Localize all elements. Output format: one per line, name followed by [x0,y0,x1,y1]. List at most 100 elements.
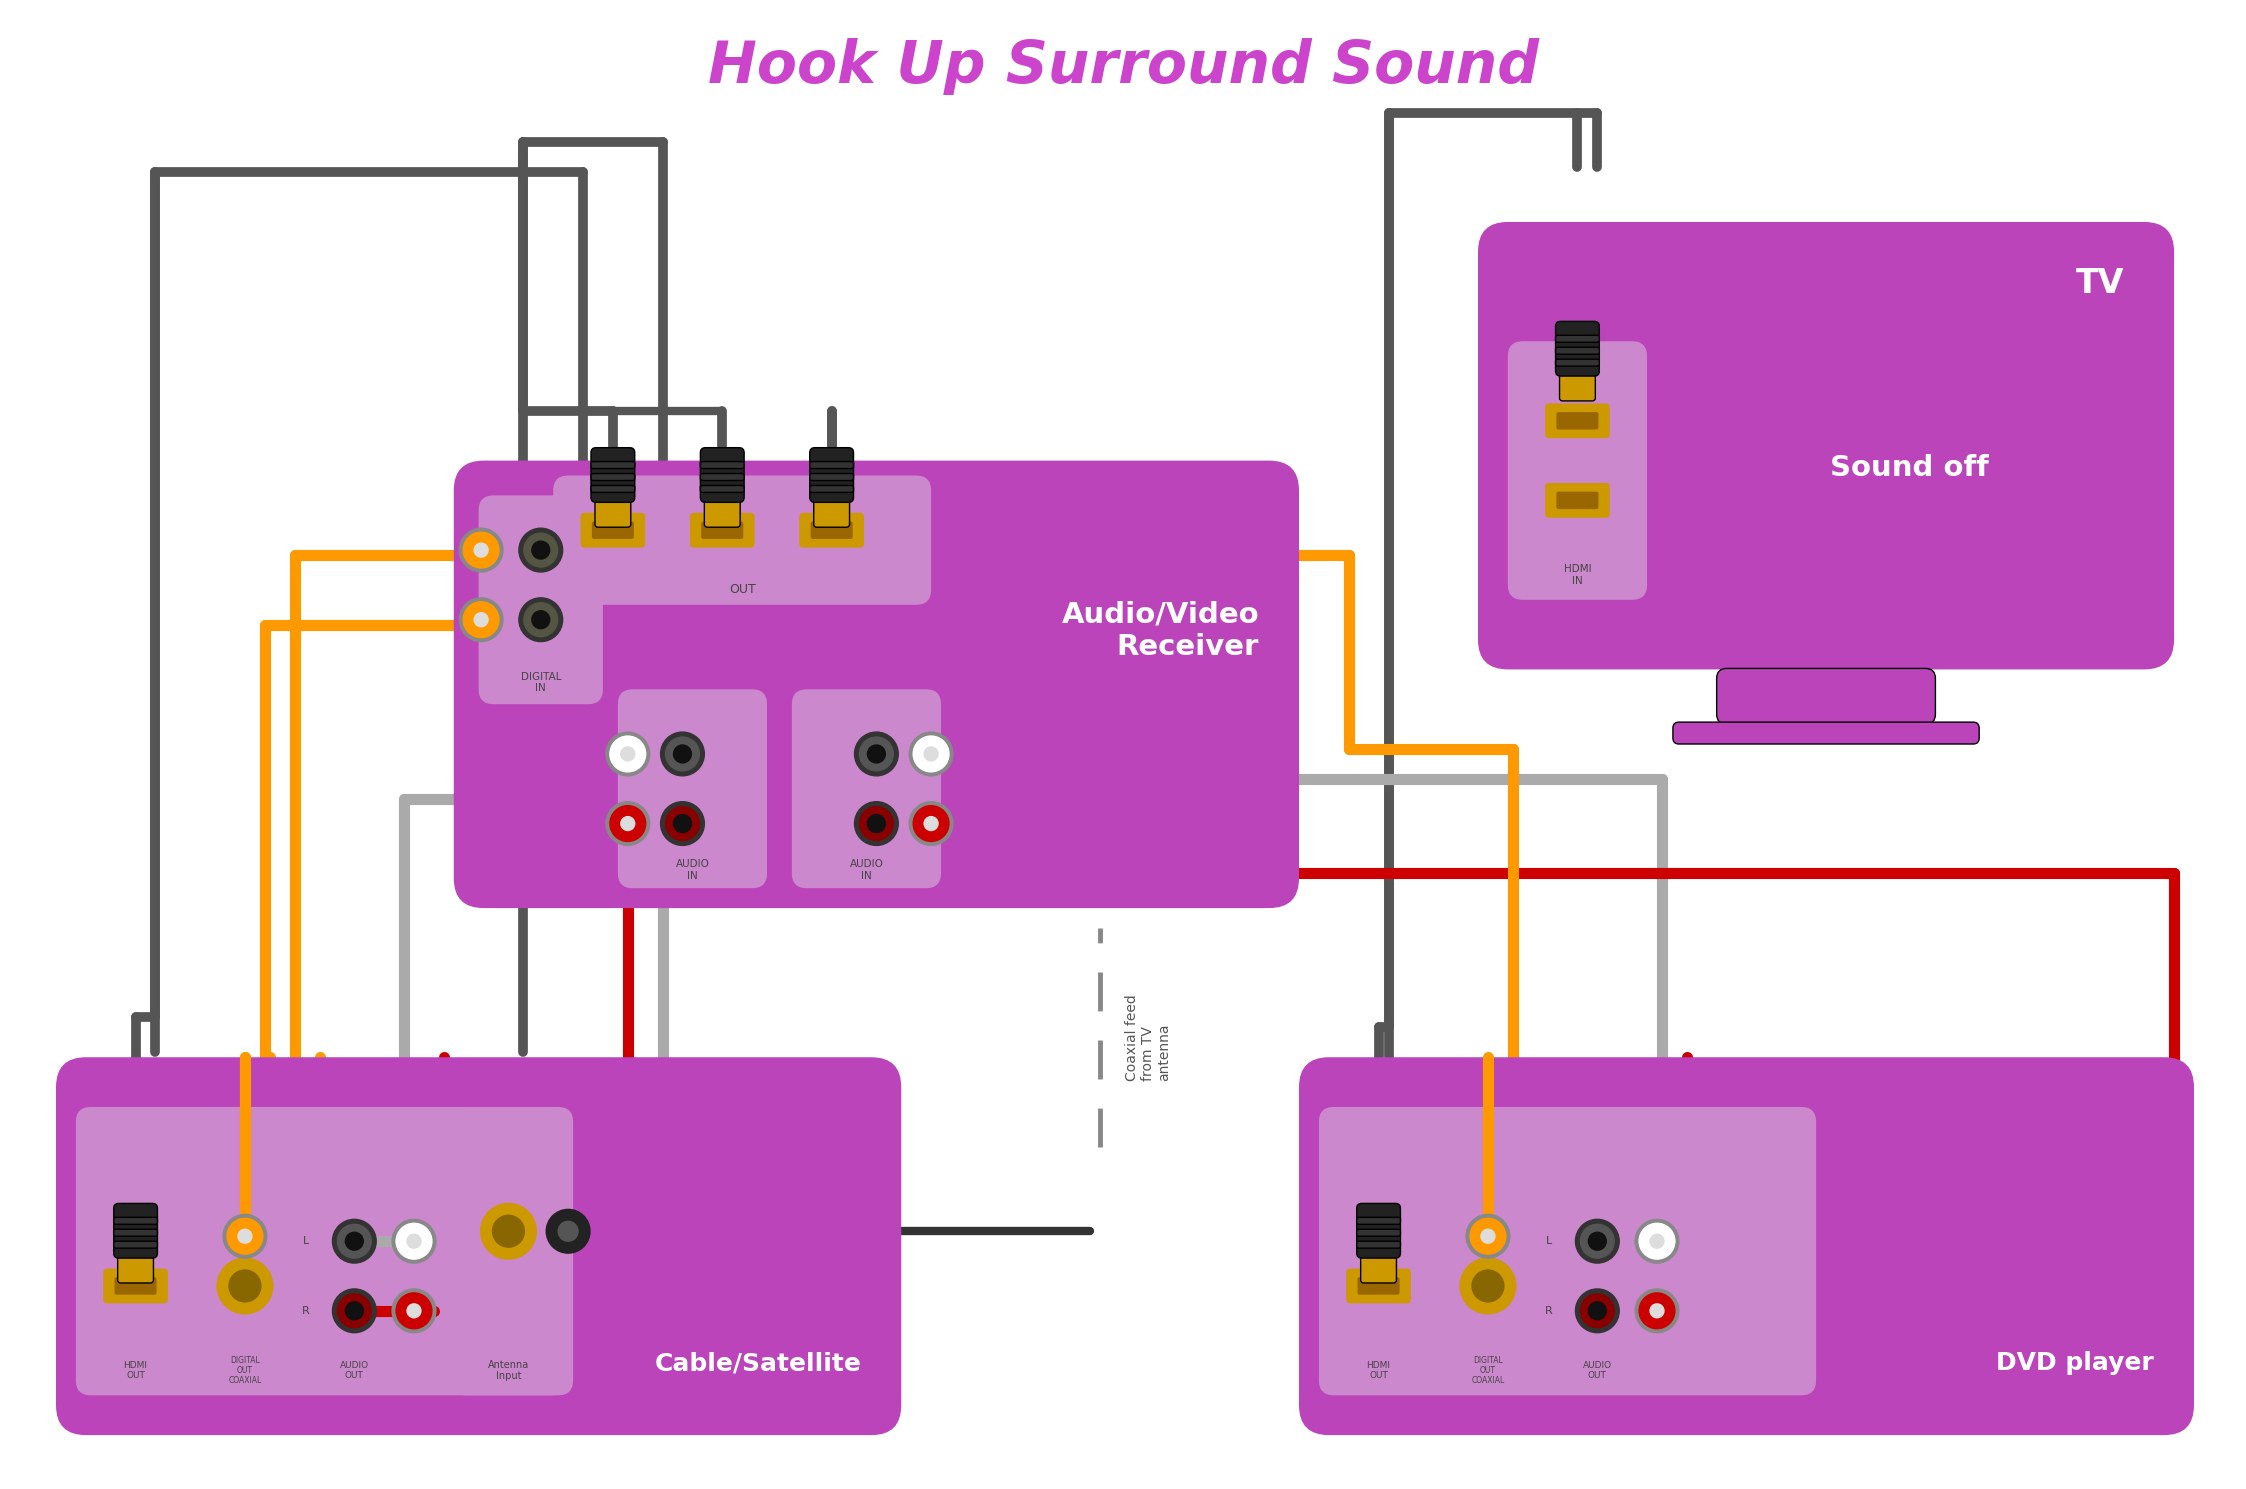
Circle shape [1574,1219,1619,1263]
Circle shape [395,1224,431,1260]
Text: TV: TV [2075,267,2125,299]
FancyBboxPatch shape [591,485,636,493]
Circle shape [611,806,645,841]
FancyBboxPatch shape [454,460,1298,908]
FancyBboxPatch shape [1357,1218,1402,1224]
FancyBboxPatch shape [705,497,741,527]
Circle shape [458,529,503,572]
Circle shape [481,1203,537,1260]
Circle shape [674,814,692,832]
FancyBboxPatch shape [1556,359,1599,366]
Circle shape [606,801,649,846]
Circle shape [867,814,885,832]
Text: DIGITAL
OUT
COAXIAL: DIGITAL OUT COAXIAL [229,1355,261,1385]
Circle shape [910,801,952,846]
Circle shape [474,543,487,557]
FancyBboxPatch shape [690,512,755,548]
Circle shape [860,807,894,840]
Circle shape [407,1304,420,1318]
FancyBboxPatch shape [701,485,743,493]
Text: DIGITAL
IN: DIGITAL IN [521,672,562,694]
Circle shape [1635,1289,1678,1333]
Circle shape [229,1270,261,1301]
Circle shape [660,801,705,846]
FancyBboxPatch shape [1298,1057,2194,1435]
Circle shape [393,1219,436,1263]
FancyBboxPatch shape [811,462,853,469]
Circle shape [346,1301,364,1319]
Circle shape [337,1224,371,1258]
Circle shape [474,613,487,627]
FancyBboxPatch shape [1556,347,1599,354]
Circle shape [1574,1289,1619,1333]
FancyBboxPatch shape [618,689,766,889]
FancyBboxPatch shape [115,1242,157,1248]
FancyBboxPatch shape [1361,1254,1397,1284]
Text: Hook Up Surround Sound: Hook Up Surround Sound [707,39,1539,95]
Text: DIGITAL
OUT
COAXIAL: DIGITAL OUT COAXIAL [1471,1355,1505,1385]
Circle shape [238,1230,252,1243]
FancyBboxPatch shape [478,496,602,704]
FancyBboxPatch shape [811,474,853,481]
Circle shape [218,1258,272,1313]
Circle shape [853,801,898,846]
Circle shape [1581,1294,1615,1328]
FancyBboxPatch shape [811,521,853,539]
FancyBboxPatch shape [811,448,853,502]
Circle shape [1588,1301,1606,1319]
FancyBboxPatch shape [1545,404,1610,438]
Circle shape [222,1215,267,1258]
FancyBboxPatch shape [115,1203,157,1258]
Circle shape [332,1289,375,1333]
FancyBboxPatch shape [1318,1106,1817,1395]
Circle shape [393,1289,436,1333]
FancyBboxPatch shape [1357,1242,1402,1248]
Text: Audio/Video
Receiver: Audio/Video Receiver [1062,600,1260,661]
FancyBboxPatch shape [1357,1203,1402,1258]
Text: Antenna
Input: Antenna Input [487,1359,530,1382]
FancyBboxPatch shape [591,474,636,481]
Circle shape [853,733,898,776]
FancyBboxPatch shape [1559,371,1595,401]
FancyBboxPatch shape [1478,222,2174,670]
FancyBboxPatch shape [1556,322,1599,377]
Circle shape [860,737,894,771]
Circle shape [1588,1233,1606,1251]
Text: Coaxial feed
from TV
antenna: Coaxial feed from TV antenna [1125,995,1172,1081]
Circle shape [914,736,950,771]
FancyBboxPatch shape [591,462,636,469]
Text: R: R [1545,1306,1552,1316]
FancyBboxPatch shape [793,689,941,889]
Circle shape [867,744,885,762]
Text: AUDIO
IN: AUDIO IN [676,859,710,881]
Text: L: L [303,1236,310,1246]
Circle shape [463,532,499,567]
Circle shape [1640,1224,1676,1260]
Text: OUT: OUT [728,584,755,597]
FancyBboxPatch shape [1545,482,1610,518]
FancyBboxPatch shape [595,497,631,527]
FancyBboxPatch shape [1556,412,1599,429]
Circle shape [458,597,503,642]
Circle shape [519,529,564,572]
FancyBboxPatch shape [1556,335,1599,342]
FancyBboxPatch shape [591,448,636,502]
Circle shape [674,744,692,762]
FancyBboxPatch shape [115,1278,157,1294]
Circle shape [463,602,499,637]
FancyBboxPatch shape [117,1254,153,1284]
Text: HDMI
IN: HDMI IN [1563,564,1590,585]
FancyBboxPatch shape [701,448,743,502]
FancyBboxPatch shape [701,474,743,481]
Circle shape [546,1209,591,1254]
Circle shape [523,603,557,637]
FancyBboxPatch shape [1345,1269,1410,1303]
FancyBboxPatch shape [115,1230,157,1236]
FancyBboxPatch shape [1357,1278,1399,1294]
Circle shape [1471,1270,1505,1301]
Circle shape [395,1292,431,1328]
FancyBboxPatch shape [553,475,932,605]
Circle shape [665,807,699,840]
FancyBboxPatch shape [813,497,849,527]
FancyBboxPatch shape [701,521,743,539]
